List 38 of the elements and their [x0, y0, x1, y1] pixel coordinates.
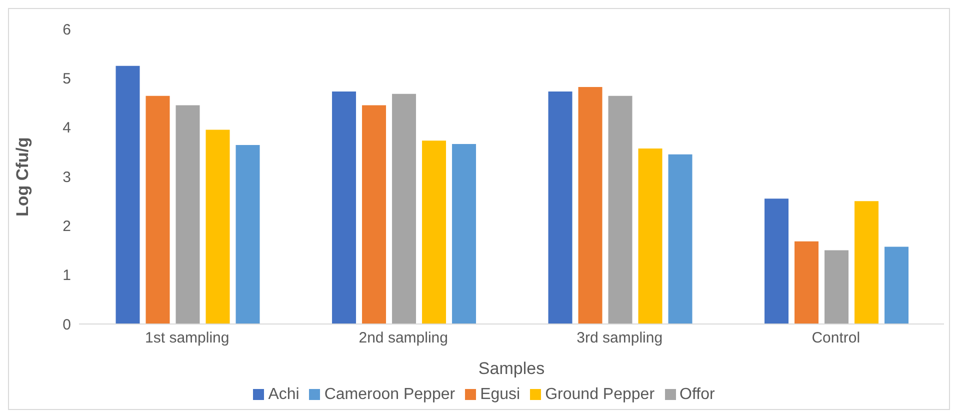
- y-tick-label: 4: [62, 120, 71, 137]
- bar: [638, 148, 662, 324]
- x-tick-label: 1st sampling: [145, 330, 230, 347]
- bar: [146, 96, 170, 324]
- bar: [206, 130, 230, 324]
- bar: [116, 66, 140, 324]
- bar: [668, 154, 692, 324]
- bar: [794, 241, 819, 324]
- y-tick-label: 6: [62, 21, 71, 38]
- y-tick-label: 2: [62, 218, 71, 235]
- y-tick-label: 3: [62, 168, 71, 186]
- x-axis-title: Samples: [478, 359, 545, 378]
- bar: [824, 250, 849, 324]
- x-tick-label: Control: [812, 330, 860, 347]
- legend-label: Cameroon Pepper: [324, 386, 456, 403]
- bar: [392, 94, 416, 324]
- bar: [236, 145, 260, 324]
- legend-label: Offor: [680, 386, 715, 403]
- x-tick-label: 3rd sampling: [576, 330, 663, 347]
- bar: [332, 91, 356, 324]
- legend-label: Achi: [268, 386, 300, 403]
- y-axis-title: Log Cfu/g: [13, 137, 32, 216]
- y-tick-label: 0: [62, 316, 71, 334]
- bar: [176, 105, 200, 324]
- bar: [452, 144, 476, 324]
- bar: [422, 140, 446, 324]
- bar: [548, 91, 572, 324]
- legend-label: Ground Pepper: [545, 386, 655, 403]
- bar: [764, 198, 789, 324]
- bar: [608, 96, 632, 324]
- y-tick-label: 5: [62, 70, 71, 88]
- bar: [578, 87, 602, 324]
- bar: [854, 201, 879, 324]
- y-tick-label: 1: [62, 267, 71, 284]
- bar: [884, 246, 909, 324]
- x-tick-label: 2nd sampling: [358, 330, 448, 347]
- legend-label: Egusi: [480, 386, 520, 403]
- bar: [362, 105, 386, 324]
